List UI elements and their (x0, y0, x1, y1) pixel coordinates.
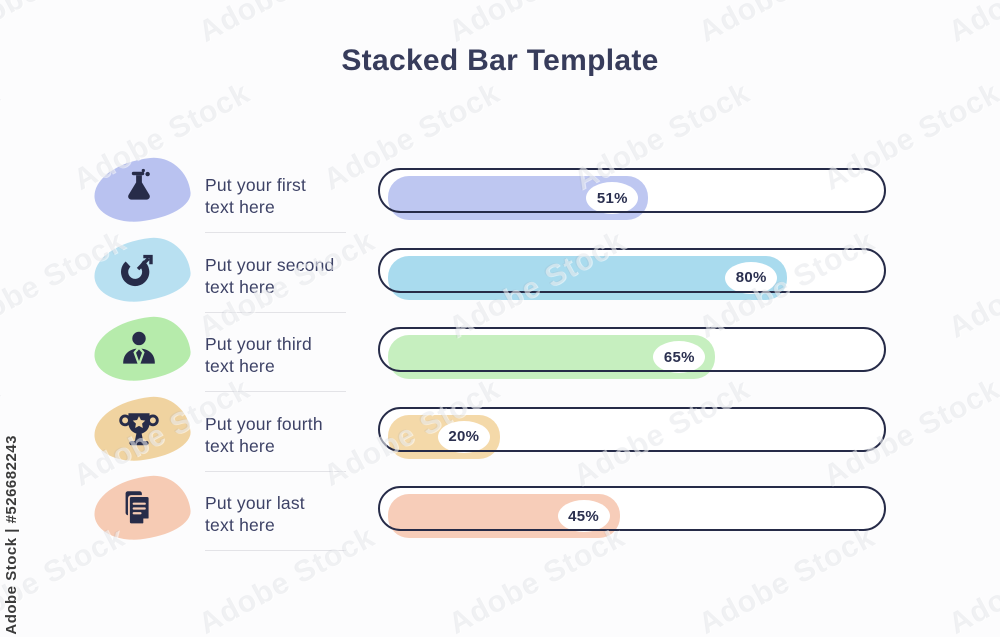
row-label: Put your first text here (205, 174, 355, 218)
watermark-tile-text: Adobe Stock (943, 0, 1000, 50)
progress-bar-fill: 45% (388, 494, 620, 538)
progress-bar: 45% (378, 486, 886, 538)
progress-bar: 65% (378, 327, 886, 379)
row-last: Put your last text here 45% (0, 472, 1000, 551)
row-label-line1: Put your third (205, 334, 312, 354)
percent-badge: 65% (653, 341, 706, 373)
watermark-tile-text: Adobe Stock (193, 0, 381, 50)
trophy-icon-glyph (119, 412, 159, 445)
label-divider (205, 391, 346, 392)
progress-bar-fill: 65% (388, 335, 716, 379)
flask-icon-glyph (128, 168, 150, 200)
row-first: Put your first text here 51% (0, 154, 1000, 233)
row-label: Put your last text here (205, 492, 355, 536)
watermark-tile-text: Adobe Stock (193, 520, 381, 637)
person-icon-glyph (123, 331, 155, 368)
row-label-line1: Put your second (205, 254, 335, 275)
progress-bar: 51% (378, 168, 886, 220)
percent-badge: 45% (557, 500, 610, 532)
row-label: Put your second text here (205, 254, 355, 298)
progress-bar-fill: 20% (388, 414, 500, 459)
documents-icon (91, 472, 193, 544)
row-label: Put your third text here (205, 333, 355, 377)
label-divider (205, 470, 346, 472)
row-label-line2: text here (205, 197, 275, 217)
watermark-tile-text: Adobe Stock (0, 0, 131, 50)
row-second: Put your second text here 80% (0, 233, 1000, 313)
page-title: Stacked Bar Template (341, 44, 659, 77)
percent-badge: 20% (437, 420, 490, 453)
row-label-line2: text here (205, 276, 275, 297)
progress-bar: 20% (378, 406, 886, 459)
row-third: Put your third text here 65% (0, 313, 1000, 392)
row-fourth: Put your fourth text here 20% (0, 392, 1000, 472)
pie-chart-icon-glyph (121, 254, 153, 286)
pie-chart-icon (91, 233, 193, 306)
watermark-tile-text: Adobe Stock (943, 520, 1000, 637)
label-divider (205, 232, 346, 233)
stock-id-watermark: Adobe Stock | #526682243 (3, 435, 20, 635)
trophy-icon (91, 392, 193, 465)
progress-bar-fill: 80% (388, 255, 788, 300)
row-label: Put your fourth text here (205, 413, 355, 457)
progress-bar: 80% (378, 247, 886, 300)
row-label-line2: text here (205, 356, 275, 376)
label-divider (205, 550, 346, 551)
progress-bar-fill: 51% (388, 176, 649, 220)
row-label-line1: Put your fourth (205, 413, 323, 434)
flask-icon (91, 154, 193, 226)
documents-icon-glyph (125, 491, 151, 526)
row-label-line2: text here (205, 435, 275, 456)
watermark-tile-text: Adobe Stock (693, 520, 881, 637)
label-divider (205, 311, 346, 313)
percent-badge: 80% (725, 261, 778, 294)
watermark-tile-text: Adobe Stock (693, 0, 881, 50)
row-label-line1: Put your first (205, 175, 307, 195)
person-icon (91, 313, 193, 385)
row-label-line2: text here (205, 515, 275, 535)
row-label-line1: Put your last (205, 493, 305, 513)
percent-badge: 51% (586, 182, 639, 214)
watermark-tile-text: Adobe Stock (443, 0, 631, 50)
